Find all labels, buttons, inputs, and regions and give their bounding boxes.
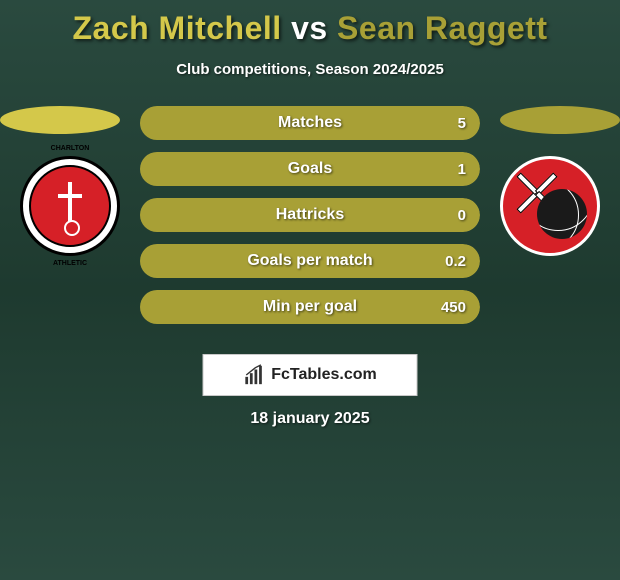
player2-name: Sean Raggett xyxy=(337,10,547,46)
sword-icon xyxy=(68,182,72,230)
football-icon xyxy=(537,189,587,239)
crest-left-bottom-text: ATHLETIC xyxy=(23,260,117,267)
player1-name: Zach Mitchell xyxy=(72,10,281,46)
stat-bars: 5Matches 1Goals 0Hattricks 0.2Goals per mat… xyxy=(140,106,480,336)
subtitle: Club competitions, Season 2024/2025 xyxy=(0,61,620,78)
brand-text: FcTables.com xyxy=(271,366,377,384)
club-crest-right xyxy=(500,156,600,256)
stat-bar: 0Hattricks xyxy=(140,198,480,232)
stat-label: Goals per match xyxy=(140,244,480,278)
stat-label: Matches xyxy=(140,106,480,140)
stat-label: Goals xyxy=(140,152,480,186)
stat-bar: 0.2Goals per match xyxy=(140,244,480,278)
stat-label: Min per goal xyxy=(140,290,480,324)
brand-badge: FcTables.com xyxy=(203,354,418,396)
stat-label: Hattricks xyxy=(140,198,480,232)
club-crest-left: CHARLTON ATHLETIC xyxy=(20,156,120,256)
player2-disc xyxy=(500,106,620,134)
stat-bar: 5Matches xyxy=(140,106,480,140)
crest-left-top-text: CHARLTON xyxy=(23,145,117,152)
date-label: 18 january 2025 xyxy=(0,410,620,428)
comparison-area: CHARLTON ATHLETIC 5Matches 1Goals 0Hattric… xyxy=(0,106,620,386)
crest-left-inner xyxy=(29,165,111,247)
chart-icon xyxy=(243,364,265,386)
player1-disc xyxy=(0,106,120,134)
stat-bar: 1Goals xyxy=(140,152,480,186)
vs-separator: vs xyxy=(291,10,328,46)
stat-bar: 450Min per goal xyxy=(140,290,480,324)
page-title: Zach Mitchell vs Sean Raggett xyxy=(0,0,620,47)
